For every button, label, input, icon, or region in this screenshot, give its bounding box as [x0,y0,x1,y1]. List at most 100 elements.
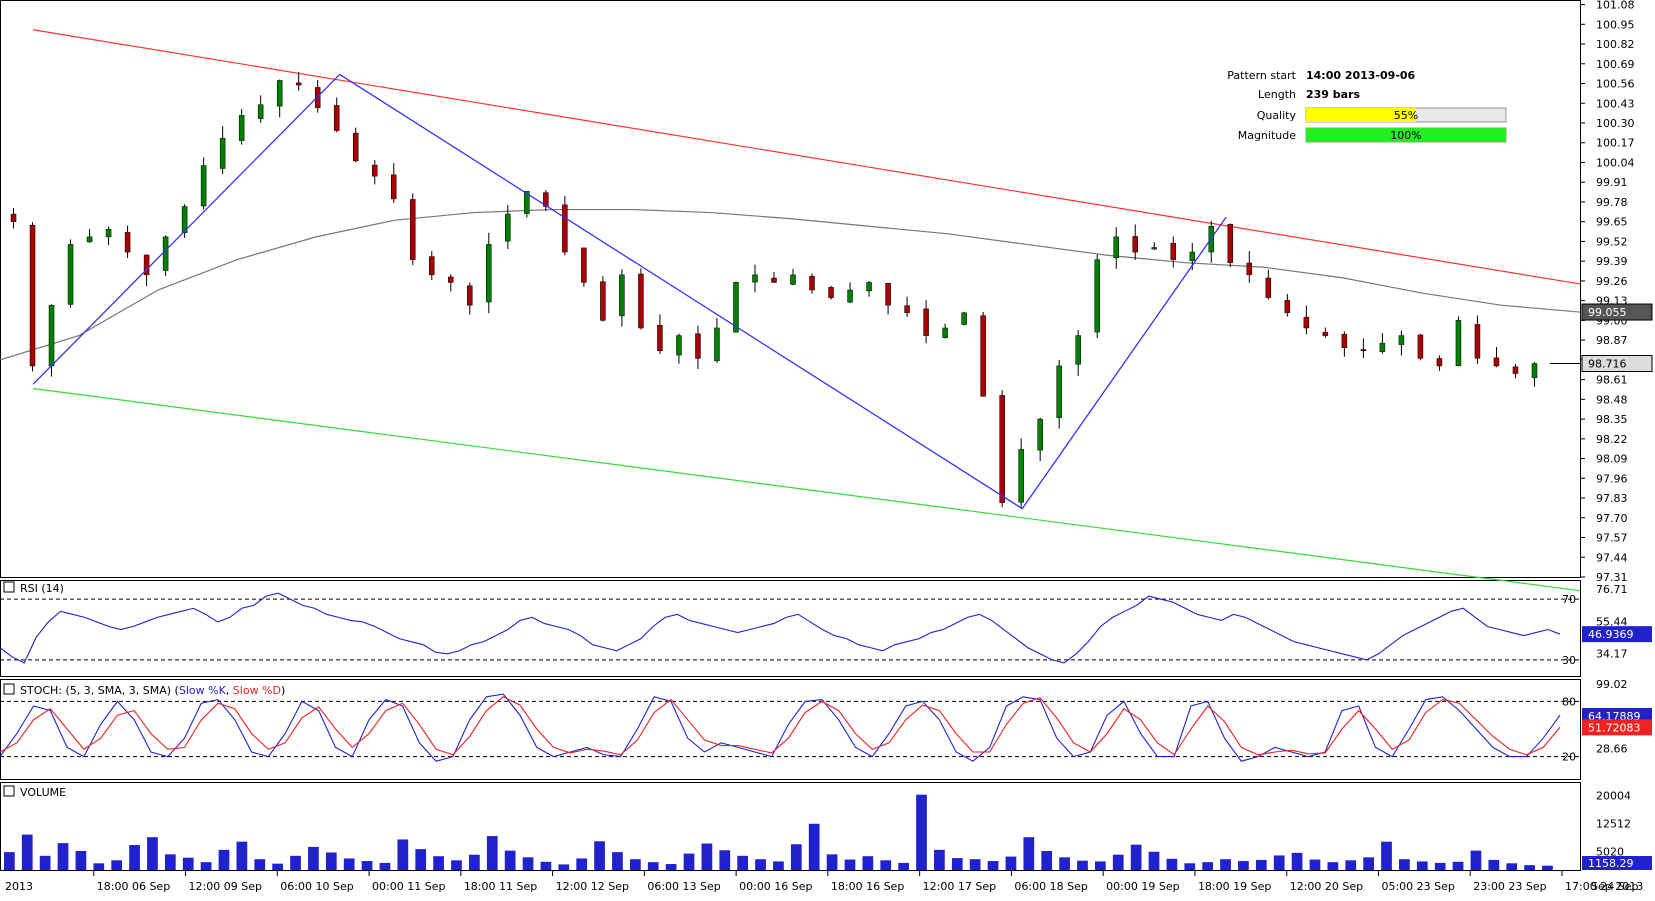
candle-body [48,304,55,367]
volume-bar [790,844,802,870]
time-axis-label: 00:00 11 Sep [372,880,445,893]
ma-value-label: 99.055 [1588,306,1627,319]
candle-body [429,256,435,276]
candle-body [143,254,150,276]
volume-bar [1309,859,1321,870]
candle-body [314,87,321,109]
volume-bar [951,858,963,870]
volume-bar [844,859,856,870]
volume-bar [272,863,284,870]
rsi-panel-axis-label: 46.9369 [1588,628,1634,641]
candle-body [695,333,701,359]
volume-bar [522,857,534,870]
candle-body [1075,335,1081,365]
moving-average-line [0,208,1581,361]
time-axis-label: 05:00 23 Sep [1381,880,1454,893]
rsi-panel-axis-label: 34.17 [1596,648,1628,661]
candle-body [942,327,948,338]
candle-body [562,204,568,253]
candle-body [333,105,340,131]
candle-body [1531,363,1538,379]
volume-bar [773,861,784,870]
zigzag-line [32,73,1227,510]
candle-body [1322,331,1329,336]
candle-body [657,325,663,352]
volume-bar [469,854,480,870]
price-panel: 101.08 100.95 100.82 100.69 100.56 100.43 100.… [0,0,1653,592]
candle-body [162,236,169,271]
volume-bar [1399,859,1410,870]
candle-body [866,282,872,292]
volume-bar [1452,861,1464,870]
rsi-panel-axis-label: 30 [1562,654,1576,667]
volume-bar [934,849,945,870]
candle-body [733,282,739,333]
volume-bar [1094,861,1106,870]
candle-body [352,132,359,162]
candle-body [961,312,967,325]
time-axis-label: 12:00 20 Sep [1290,880,1363,893]
volume-bar [987,861,999,870]
candle-body [619,274,625,317]
rsi-close-box[interactable] [3,581,15,593]
volume-close-box[interactable] [3,785,15,797]
candle-body [67,244,74,305]
volume-bar [1542,865,1553,870]
volume-axis-label: 12512 [1596,817,1631,830]
volume-value-box [1582,856,1652,870]
candle-body [638,273,644,329]
volume-axis-label: 5020 [1596,845,1624,858]
volume-bar [808,823,820,870]
candle-body [1455,320,1462,367]
volume-bar [1524,865,1535,870]
candle-body [1018,449,1024,503]
candle-body [86,236,93,243]
volume-title: VOLUME [20,786,66,799]
candle-body [1284,300,1291,314]
stoch-close-box[interactable] [3,683,15,695]
candle-body [1094,259,1100,333]
price-axis-label: 98.87 [1596,334,1628,347]
candle-body [124,232,131,253]
pattern-quality-label: Quality [1257,109,1297,122]
price-axis-label: 99.26 [1596,275,1628,288]
candle-body [467,285,473,306]
time-axis-label: 18:00 16 Sep [831,880,904,893]
volume-bar [576,858,588,870]
pattern-info-box: Pattern start 14:00 2013-09-06 Length 23… [1227,69,1507,143]
time-axis: 2013 18:00 06 Sep 12:00 09 Sep 06:00 10 Sep… [5,870,1643,893]
stoch-title-main: STOCH: (5, 3, SMA, 3, SMA) [20,684,171,697]
magnitude-bar-fill [1306,128,1506,142]
volume-bar [1434,862,1446,870]
candle-body [29,224,36,367]
volume-bar [1166,858,1178,870]
volume-bar [254,859,266,870]
candle-body [410,199,416,260]
time-axis-label: 12:00 09 Sep [189,880,262,893]
volume-bar [486,836,498,870]
price-axis-label: 100.56 [1596,78,1635,91]
volume-bar [1488,859,1500,870]
price-axis-label: 97.57 [1596,532,1628,545]
candle-body [10,213,17,222]
volume-bar [451,860,462,870]
candle-body [1360,349,1367,352]
candle-body [181,206,188,233]
candle-body [1189,251,1196,261]
time-axis-label: 12:00 17 Sep [923,880,996,893]
volume-bar [1059,857,1070,870]
price-axis-label: 98.22 [1596,433,1628,446]
pattern-quality-value: 55% [1394,109,1418,122]
rsi-panel-axis-label: 70 [1562,593,1576,606]
volume-bar [880,860,892,870]
candle-body [1512,366,1519,374]
candle-body [371,164,378,177]
volume-bar [504,850,516,870]
volume-frame [0,782,1581,871]
candle-body [1417,334,1424,359]
volume-bar [4,852,15,870]
candle-body [923,308,929,336]
rsi-panel-value-box [1582,626,1652,643]
